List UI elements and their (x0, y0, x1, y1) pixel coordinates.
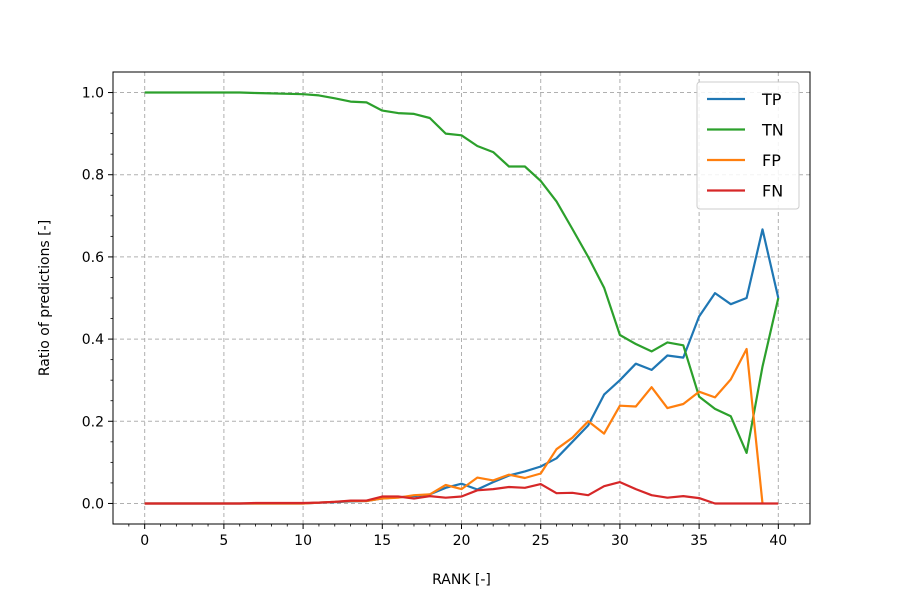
series-line-tn (144, 91, 780, 454)
x-tick-label: 10 (294, 533, 312, 549)
ticks: 0 5 10 15 20 25 30 35 40 0.0 0.2 0.4 0.6 0.8 1.0 (82, 86, 795, 549)
x-axis-label: RANK [-] (432, 572, 491, 588)
y-tick-label: 0.8 (82, 168, 104, 184)
y-tick-label: 0.6 (82, 250, 104, 266)
legend-label-fp: FP (762, 151, 781, 170)
legend: TP TN FP FN (696, 81, 800, 210)
legend-box (696, 81, 800, 210)
x-tick-label: 0 (140, 533, 149, 549)
x-tick-label: 5 (219, 533, 228, 549)
x-tick-label: 25 (532, 533, 550, 549)
y-tick-label: 1.0 (82, 86, 104, 102)
grid (113, 72, 810, 524)
legend-label-fn: FN (762, 182, 783, 201)
y-tick-label: 0.2 (82, 414, 104, 430)
y-tick-label: 0.0 (82, 496, 104, 512)
series-line-fn (144, 481, 779, 505)
x-tick-label: 30 (611, 533, 629, 549)
y-tick-label: 0.4 (82, 332, 104, 348)
x-tick-label: 35 (690, 533, 708, 549)
series-layer (144, 91, 780, 505)
legend-label-tp: TP (761, 90, 782, 109)
y-axis-label: Ratio of predictions [-] (37, 220, 53, 376)
x-tick-label: 40 (769, 533, 787, 549)
legend-label-tn: TN (761, 121, 784, 140)
x-tick-label: 15 (373, 533, 391, 549)
x-tick-label: 20 (453, 533, 471, 549)
